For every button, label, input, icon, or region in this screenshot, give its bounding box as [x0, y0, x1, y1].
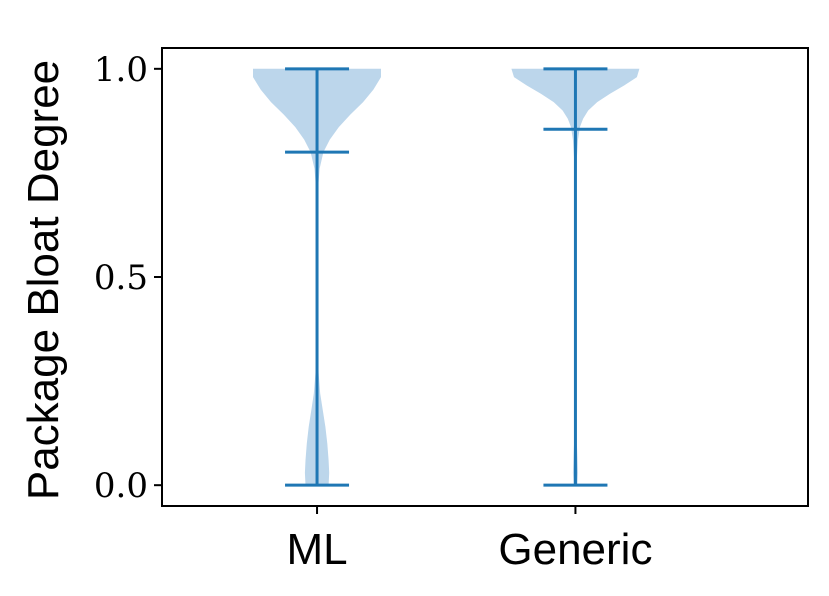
x-tick-label: Generic — [498, 525, 652, 574]
x-tick-label: ML — [286, 525, 347, 574]
y-tick-label: 0.0 — [94, 466, 148, 506]
plot-frame — [161, 47, 809, 507]
axis-ticks: ML Generic 0.0 0.5 1.0 — [94, 50, 653, 574]
y-axis-title: Package Bloat Degree — [19, 60, 68, 500]
y-tick-label: 0.5 — [94, 258, 148, 298]
violin-plot-area — [253, 67, 640, 487]
y-tick-label: 1.0 — [94, 50, 148, 90]
